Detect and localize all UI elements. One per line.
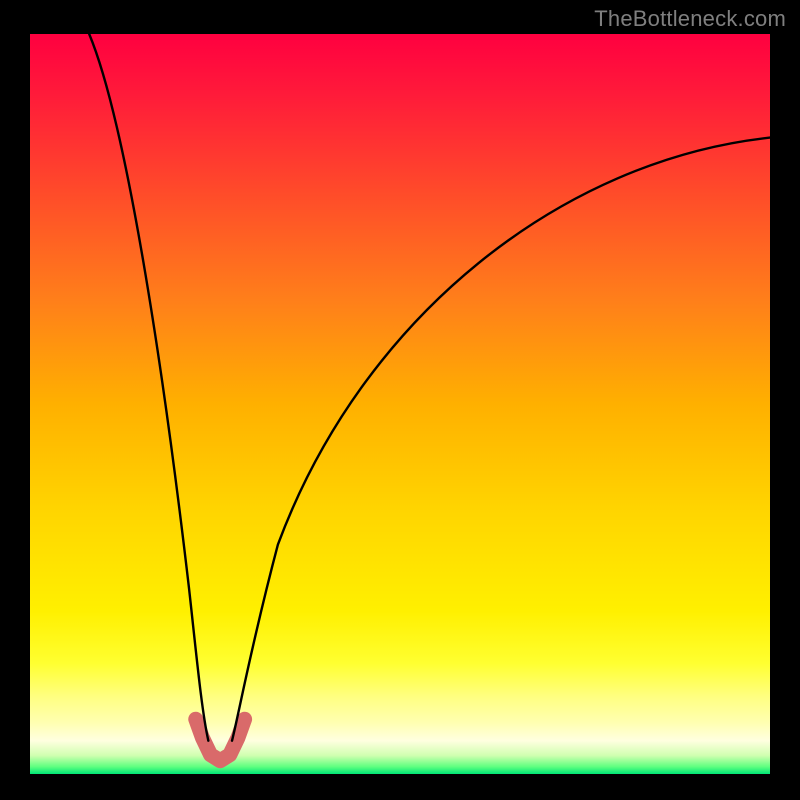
frame: TheBottleneck.com	[0, 0, 800, 800]
watermark-text: TheBottleneck.com	[594, 6, 786, 32]
plot-svg	[30, 34, 770, 774]
plot-area	[30, 34, 770, 774]
plot-background	[30, 34, 770, 774]
